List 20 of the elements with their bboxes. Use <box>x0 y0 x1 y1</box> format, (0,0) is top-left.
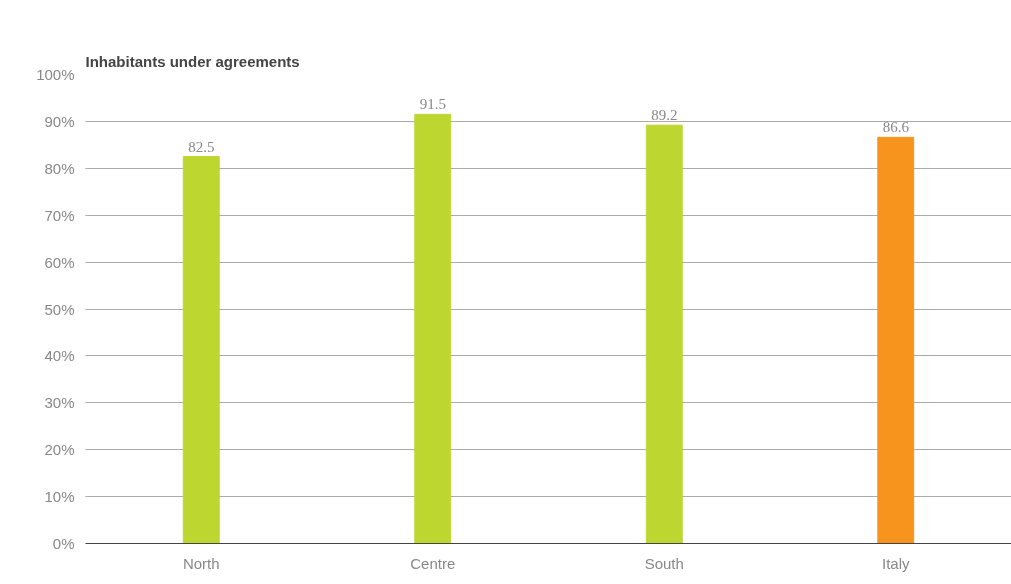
x-tick-label: South <box>644 554 684 572</box>
x-tick-label: Centre <box>410 554 456 572</box>
y-tick-label: 80% <box>44 159 75 177</box>
x-tick-label: Italy <box>882 554 910 572</box>
y-tick-label: 70% <box>44 206 75 224</box>
y-tick-label: 20% <box>44 441 75 459</box>
data-label: 82.5 <box>188 138 215 155</box>
y-tick-label: 10% <box>44 488 75 506</box>
y-tick-label: 60% <box>44 253 75 271</box>
y-tick-label: 90% <box>44 112 75 130</box>
data-label: 89.2 <box>651 107 678 124</box>
data-label: 91.5 <box>419 96 446 113</box>
data-label: 86.6 <box>882 119 910 136</box>
y-tick-label: 40% <box>44 347 75 365</box>
chart-title: Inhabitants under agreements <box>85 52 300 70</box>
x-tick-label: North <box>182 554 220 572</box>
y-tick-label: 50% <box>44 300 75 318</box>
y-tick-label: 0% <box>52 535 75 552</box>
y-tick-label: 30% <box>44 394 75 412</box>
y-tick-label: 100% <box>36 66 75 83</box>
